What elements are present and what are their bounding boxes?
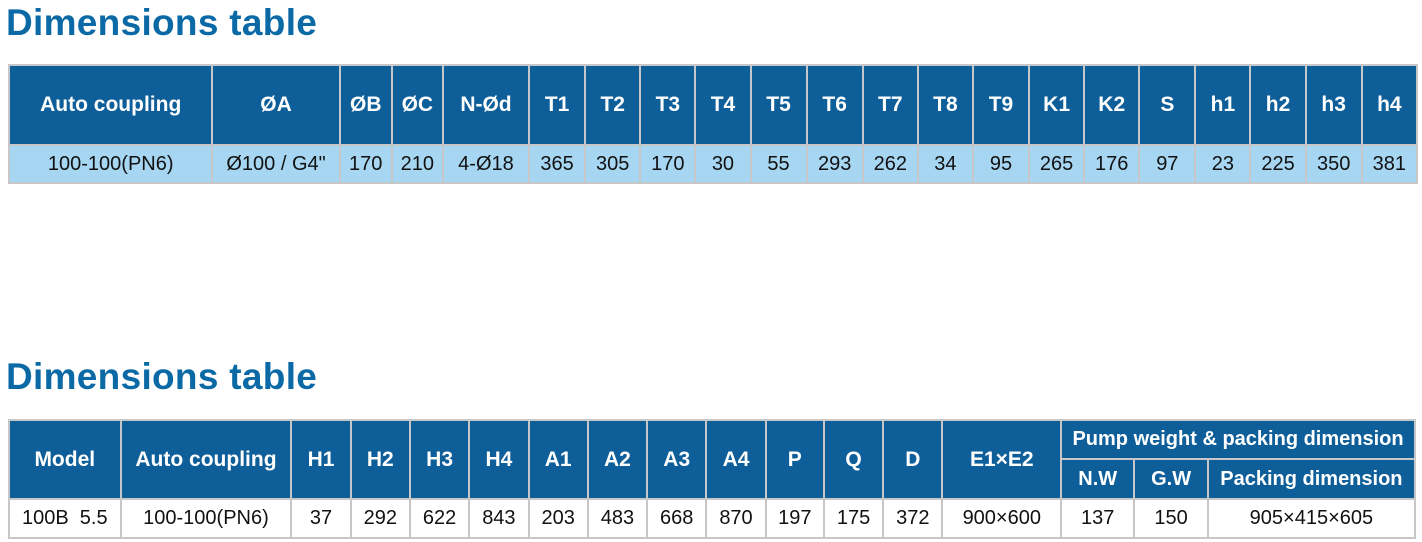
table-cell: 210 bbox=[390, 144, 444, 184]
table-cell: Ø100 / G4" bbox=[211, 144, 341, 184]
column-header: T8 bbox=[916, 64, 974, 146]
table1-header-row: Auto coupling ØA ØB ØC N-Ød T1 T2 T3 T4 T5 T6 T7 T8 T… bbox=[7, 64, 1419, 146]
table-cell: 668 bbox=[646, 498, 708, 539]
column-header: h3 bbox=[1304, 64, 1363, 146]
group-column-header: Pump weight & packing dimension bbox=[1060, 419, 1416, 460]
column-header: Auto coupling bbox=[119, 419, 293, 500]
table-cell: 37 bbox=[290, 498, 352, 539]
table-cell: 30 bbox=[694, 144, 752, 184]
column-header: T4 bbox=[694, 64, 752, 146]
table-cell: 170 bbox=[338, 144, 393, 184]
column-header: N-Ød bbox=[441, 64, 531, 146]
dimensions-table-2: Model Auto coupling H1 H2 H3 H4 A1 A2 A3 A4 P Q D E1×… bbox=[8, 419, 1417, 539]
sub-column-header: N.W bbox=[1060, 458, 1136, 500]
column-header: h1 bbox=[1194, 64, 1252, 146]
table-cell: 23 bbox=[1194, 144, 1252, 184]
table-cell: 100B 5.5 bbox=[8, 498, 122, 539]
column-header: H4 bbox=[468, 419, 530, 500]
column-header: D bbox=[882, 419, 944, 500]
column-header: h4 bbox=[1360, 64, 1419, 146]
column-header: Model bbox=[8, 419, 122, 500]
column-header: S bbox=[1138, 64, 1197, 146]
table-cell: 293 bbox=[805, 144, 864, 184]
column-header: T5 bbox=[749, 64, 808, 146]
table-cell: 381 bbox=[1360, 144, 1419, 184]
column-header: H1 bbox=[290, 419, 352, 500]
table-cell: 292 bbox=[349, 498, 411, 539]
column-header: Q bbox=[822, 419, 885, 500]
sub-column-header: G.W bbox=[1133, 458, 1209, 500]
dimensions-table-title-1: Dimensions table bbox=[6, 2, 318, 43]
table-cell: 225 bbox=[1249, 144, 1307, 184]
table-cell: 137 bbox=[1060, 498, 1136, 539]
table-cell: 905×415×605 bbox=[1206, 498, 1417, 539]
table-cell: 100-100(PN6) bbox=[119, 498, 293, 539]
table-cell: 372 bbox=[882, 498, 944, 539]
table-cell: 197 bbox=[764, 498, 825, 539]
table2-header-row: Model Auto coupling H1 H2 H3 H4 A1 A2 A3 A4 P Q D E1×… bbox=[8, 419, 1416, 500]
column-header: T2 bbox=[584, 64, 642, 146]
table-cell: 262 bbox=[861, 144, 919, 184]
column-header: H3 bbox=[408, 419, 471, 500]
column-header: T9 bbox=[971, 64, 1031, 146]
column-header: ØB bbox=[338, 64, 393, 146]
table-cell: 97 bbox=[1138, 144, 1197, 184]
table-cell: 55 bbox=[749, 144, 808, 184]
table-cell: 95 bbox=[971, 144, 1031, 184]
table-cell: 365 bbox=[528, 144, 587, 184]
table-cell: 100-100(PN6) bbox=[7, 144, 214, 184]
column-header: H2 bbox=[349, 419, 411, 500]
table-cell: 870 bbox=[705, 498, 767, 539]
dimensions-table-title-2: Dimensions table bbox=[6, 356, 318, 397]
column-header: E1×E2 bbox=[941, 419, 1063, 500]
table-cell: 34 bbox=[916, 144, 974, 184]
column-header: K1 bbox=[1028, 64, 1086, 146]
column-header: ØA bbox=[211, 64, 341, 146]
table-cell: 176 bbox=[1083, 144, 1141, 184]
column-header: T1 bbox=[528, 64, 587, 146]
table-cell: 483 bbox=[586, 498, 649, 539]
table-cell: 350 bbox=[1304, 144, 1363, 184]
column-header: A1 bbox=[527, 419, 589, 500]
table-cell: 175 bbox=[822, 498, 885, 539]
column-header: T7 bbox=[861, 64, 919, 146]
table-cell: 622 bbox=[408, 498, 471, 539]
column-header: A4 bbox=[705, 419, 767, 500]
table-cell: 150 bbox=[1133, 498, 1209, 539]
column-header: A2 bbox=[586, 419, 649, 500]
column-header: A3 bbox=[646, 419, 708, 500]
table-cell: 4-Ø18 bbox=[441, 144, 531, 184]
table-cell: 900×600 bbox=[941, 498, 1063, 539]
sub-column-header: Packing dimension bbox=[1206, 458, 1417, 500]
table-cell: 265 bbox=[1028, 144, 1086, 184]
table-cell: 203 bbox=[527, 498, 589, 539]
table-cell: 305 bbox=[584, 144, 642, 184]
table-cell: 843 bbox=[468, 498, 530, 539]
column-header: T6 bbox=[805, 64, 864, 146]
table1-data-row: 100-100(PN6) Ø100 / G4" 170 210 4-Ø18 365 305 1… bbox=[7, 144, 1419, 184]
column-header: ØC bbox=[390, 64, 444, 146]
column-header: Auto coupling bbox=[7, 64, 214, 146]
table2-subheader-row: N.W G.W Packing dimension bbox=[9, 458, 1417, 500]
table-cell: 170 bbox=[639, 144, 697, 184]
column-header: T3 bbox=[639, 64, 697, 146]
column-header: K2 bbox=[1083, 64, 1141, 146]
dimensions-table-1: Auto coupling ØA ØB ØC N-Ød T1 T2 T3 T4 T5 T6 T7 T8 T… bbox=[7, 64, 1419, 184]
table2-data-row: 100B 5.5 100-100(PN6) 37 292 622 843 203 483 668… bbox=[8, 498, 1417, 539]
column-header: P bbox=[764, 419, 825, 500]
column-header: h2 bbox=[1249, 64, 1307, 146]
